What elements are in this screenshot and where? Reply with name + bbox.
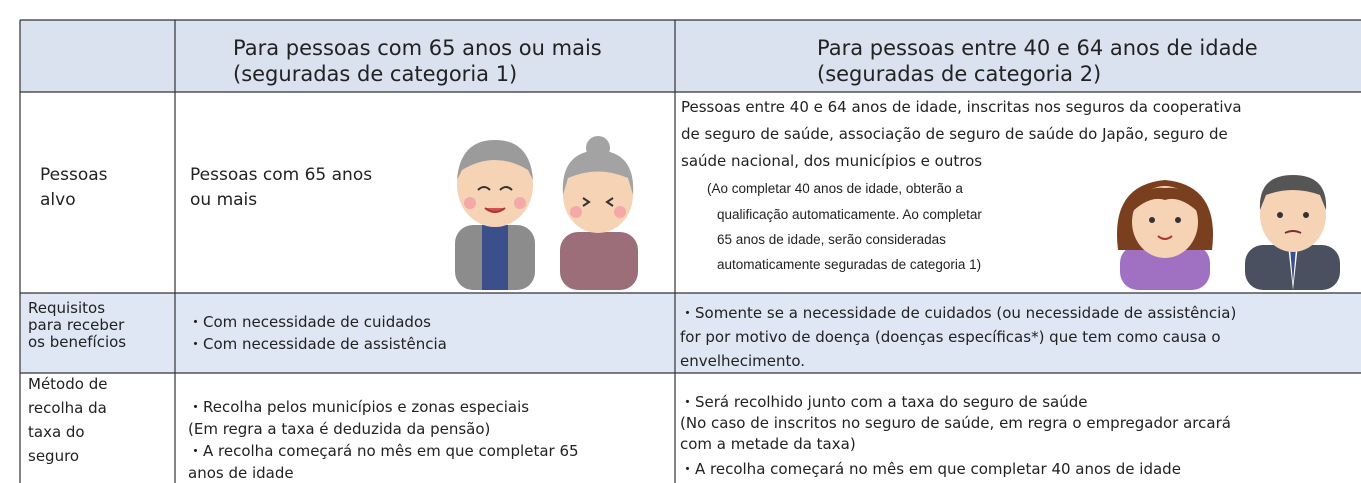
cell-text: (Em regra a taxa é deduzida da pensão)	[188, 420, 491, 438]
cell-text: ・Somente se a necessidade de cuidados (o…	[680, 304, 1237, 322]
cell-text: ・Com necessidade de cuidados	[188, 313, 431, 331]
row-label: seguro	[28, 447, 80, 465]
illustration-woman	[1116, 180, 1214, 290]
cell-text: com a metade da taxa)	[680, 435, 856, 453]
cell-text: saúde nacional, dos municípios e outros	[681, 152, 983, 170]
row-label: Método de	[28, 375, 108, 393]
row-label: recolha da	[28, 399, 107, 417]
header-text: Para pessoas entre 40 e 64 anos de idade	[817, 36, 1258, 60]
cell-text: ・Recolha pelos municípios e zonas especi…	[188, 398, 530, 416]
cell-text: anos de idade	[188, 464, 294, 482]
illustration-elderly-man	[455, 140, 535, 290]
row-label: Requisitos	[28, 299, 106, 317]
row-label: taxa do	[28, 423, 85, 441]
cell-text: for por motivo de doença (doenças especí…	[680, 328, 1221, 346]
note-text: automaticamente seguradas de categoria 1…	[717, 257, 982, 272]
header-text: Para pessoas com 65 anos ou mais	[233, 36, 602, 60]
cell-text: envelhecimento.	[680, 352, 806, 370]
cell-text: de seguro de saúde, associação de seguro…	[681, 125, 1228, 143]
header-row	[20, 20, 1361, 92]
note-text: (Ao completar 40 anos de idade, obterão …	[707, 181, 963, 196]
cell-text: ・Será recolhido junto com a taxa do segu…	[680, 393, 1088, 411]
cell-text: ou mais	[190, 190, 258, 210]
note-text: qualificação automaticamente. Ao complet…	[717, 207, 982, 222]
illustration-man	[1245, 175, 1340, 290]
cell-text: Pessoas com 65 anos	[190, 165, 373, 185]
cell-text: ・A recolha começará no mês em que comple…	[188, 442, 579, 460]
cell-text: ・A recolha começará no mês em que comple…	[680, 460, 1181, 478]
row-label: Pessoas	[40, 165, 108, 185]
row-label: alvo	[40, 190, 76, 210]
illustration-elderly-woman	[560, 136, 638, 290]
row-label: os benefícios	[28, 333, 127, 351]
cell-text: (No caso de inscritos no seguro de saúde…	[680, 414, 1231, 432]
cell-text: ・Com necessidade de assistência	[188, 335, 447, 353]
header-text: (seguradas de categoria 2)	[817, 62, 1102, 86]
cell-text: Pessoas entre 40 e 64 anos de idade, ins…	[681, 98, 1242, 116]
row-band	[20, 293, 1361, 373]
note-text: 65 anos de idade, serão consideradas	[717, 232, 946, 247]
header-text: (seguradas de categoria 1)	[233, 62, 518, 86]
row-label: para receber	[28, 316, 125, 334]
